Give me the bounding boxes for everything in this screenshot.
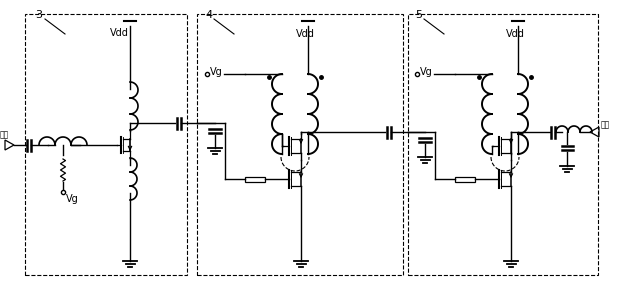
Bar xyxy=(25,14,187,275)
Text: Vdd: Vdd xyxy=(110,28,129,38)
Text: Vg: Vg xyxy=(210,67,222,77)
Text: 输出: 输出 xyxy=(601,120,610,129)
Text: Vg: Vg xyxy=(420,67,433,77)
Bar xyxy=(197,14,403,275)
Bar xyxy=(455,177,475,181)
Text: 3: 3 xyxy=(35,10,42,20)
Text: Vg: Vg xyxy=(66,194,78,204)
Text: 输入: 输入 xyxy=(0,130,9,139)
Text: 4: 4 xyxy=(205,10,212,20)
Text: Vdd: Vdd xyxy=(296,29,315,39)
Bar xyxy=(408,14,598,275)
Bar xyxy=(245,177,265,181)
Text: Vdd: Vdd xyxy=(506,29,525,39)
Text: 5: 5 xyxy=(415,10,422,20)
